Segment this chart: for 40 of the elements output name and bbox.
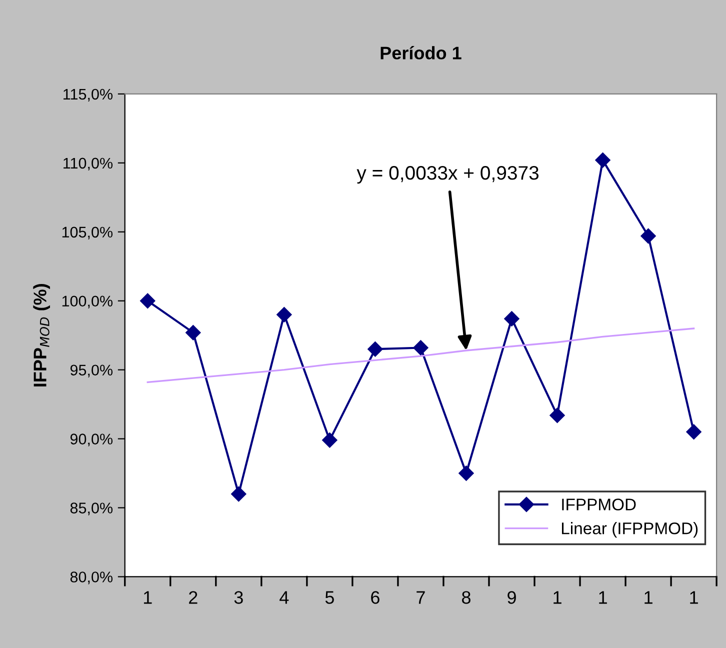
- point: [368, 342, 383, 357]
- point: [686, 424, 702, 440]
- y-axis-title: IFPP$_{MOD}$ (%): [33, 284, 50, 386]
- point: [140, 293, 156, 308]
- x-tick-label: 1: [144, 591, 152, 604]
- y-tick-label: 80,0%: [70, 572, 113, 584]
- x-tick-label: 2: [189, 591, 198, 604]
- line-series: [146, 328, 695, 384]
- annotation: y = 0,0033x + 0,9373: [356, 166, 539, 184]
- y-tick-label: 85,0%: [70, 502, 113, 516]
- x-tick-label: 1: [599, 591, 607, 604]
- point: [322, 432, 338, 448]
- y-tick-label: 115,0%: [64, 88, 113, 102]
- x-tick-label: 1: [690, 591, 698, 604]
- point: [186, 325, 201, 340]
- y-tick-label: 100,0%: [62, 296, 113, 308]
- x-tick-label: 3: [234, 591, 243, 604]
- point: [550, 408, 565, 423]
- y-tick-label: 95,0%: [70, 364, 113, 378]
- y-tick-label: 90,0%: [70, 434, 113, 446]
- x-tick-label: 5: [325, 591, 334, 604]
- x-tick-label: 6: [371, 591, 380, 604]
- x-tick-label: 9: [508, 591, 516, 604]
- x-tick-label: 4: [280, 591, 289, 604]
- point: [458, 466, 474, 481]
- x-tick-label: 8: [462, 591, 470, 604]
- y-tick-label: 110,0%: [64, 158, 113, 170]
- y-tick-label: 105,0%: [62, 226, 113, 240]
- x-tick-label: 7: [416, 591, 425, 604]
- point: [595, 152, 610, 168]
- point: [640, 228, 656, 244]
- point: [231, 486, 246, 502]
- legend-label: Linear (IFPPMOD): [562, 522, 698, 538]
- legend-label: IFPPMOD: [562, 498, 636, 510]
- point: [413, 340, 428, 356]
- x-tick-label: 1: [644, 591, 652, 604]
- x-tick-label: 1: [554, 591, 562, 604]
- chart-title: Período 1: [380, 46, 462, 60]
- point: [504, 311, 520, 326]
- point: [276, 307, 292, 322]
